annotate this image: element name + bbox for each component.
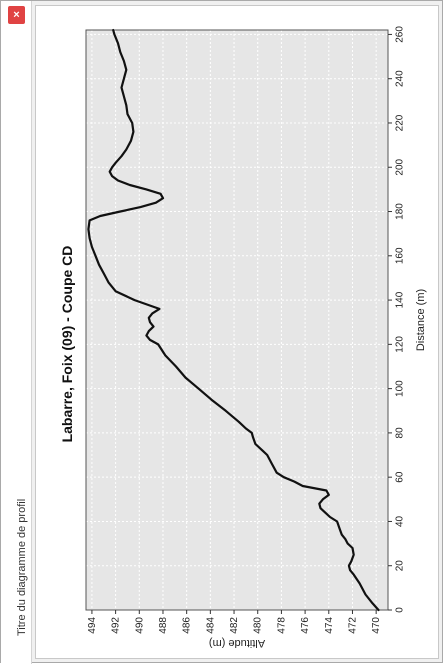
distance-tick-label: 260 <box>394 26 405 43</box>
distance-tick-label: 40 <box>394 515 405 527</box>
plot-area <box>86 30 388 610</box>
distance-tick-label: 120 <box>394 336 405 353</box>
window-title-bar: × Titre du diagramme de profil <box>1 1 32 664</box>
altitude-tick-label: 482 <box>229 617 240 634</box>
altitude-tick-label: 478 <box>276 617 287 634</box>
close-icon: × <box>13 8 20 21</box>
distance-tick-label: 220 <box>394 114 405 131</box>
chart-panel: 0 20 40 60 80 100 120 140 160 180 200 220 240 260 470 4… <box>35 5 439 659</box>
altitude-tick-label: 472 <box>347 617 358 634</box>
distance-tick-label: 100 <box>394 380 405 397</box>
altitude-tick-label: 488 <box>158 617 169 634</box>
profile-chart: 0 20 40 60 80 100 120 140 160 180 200 220 240 260 470 4… <box>59 26 427 649</box>
plot-border <box>85 29 389 611</box>
altitude-tick-label: 474 <box>324 617 335 634</box>
distance-axis-label: Distance (m) <box>415 289 427 351</box>
distance-tick-label: 160 <box>394 247 405 264</box>
distance-tick-label: 140 <box>394 291 405 308</box>
altitude-tick-label: 486 <box>182 617 193 634</box>
altitude-tick-label: 484 <box>205 617 216 634</box>
altitude-tick-label: 492 <box>111 617 122 634</box>
close-button[interactable]: × <box>8 6 25 24</box>
altitude-tick-label: 490 <box>134 617 145 634</box>
altitude-axis-label: Altitude (m) <box>209 637 265 649</box>
altitude-tick-label: 470 <box>371 617 382 634</box>
distance-tick-label: 20 <box>394 560 405 572</box>
profile-line <box>87 28 380 612</box>
window-title: Titre du diagramme de profil <box>16 498 28 636</box>
altitude-tick-label: 480 <box>253 617 264 634</box>
altitude-tick-label: 476 <box>300 617 311 634</box>
distance-tick-label: 180 <box>394 203 405 220</box>
distance-tick-label: 60 <box>394 471 405 483</box>
chart-title: Labarre, Foix (09) - Coupe CD <box>59 246 75 443</box>
altitude-tick-label: 494 <box>87 617 98 634</box>
distance-tick-label: 80 <box>394 427 405 439</box>
distance-tick-label: 240 <box>394 70 405 87</box>
distance-tick-label: 0 <box>394 607 405 613</box>
distance-tick-label: 200 <box>394 158 405 175</box>
